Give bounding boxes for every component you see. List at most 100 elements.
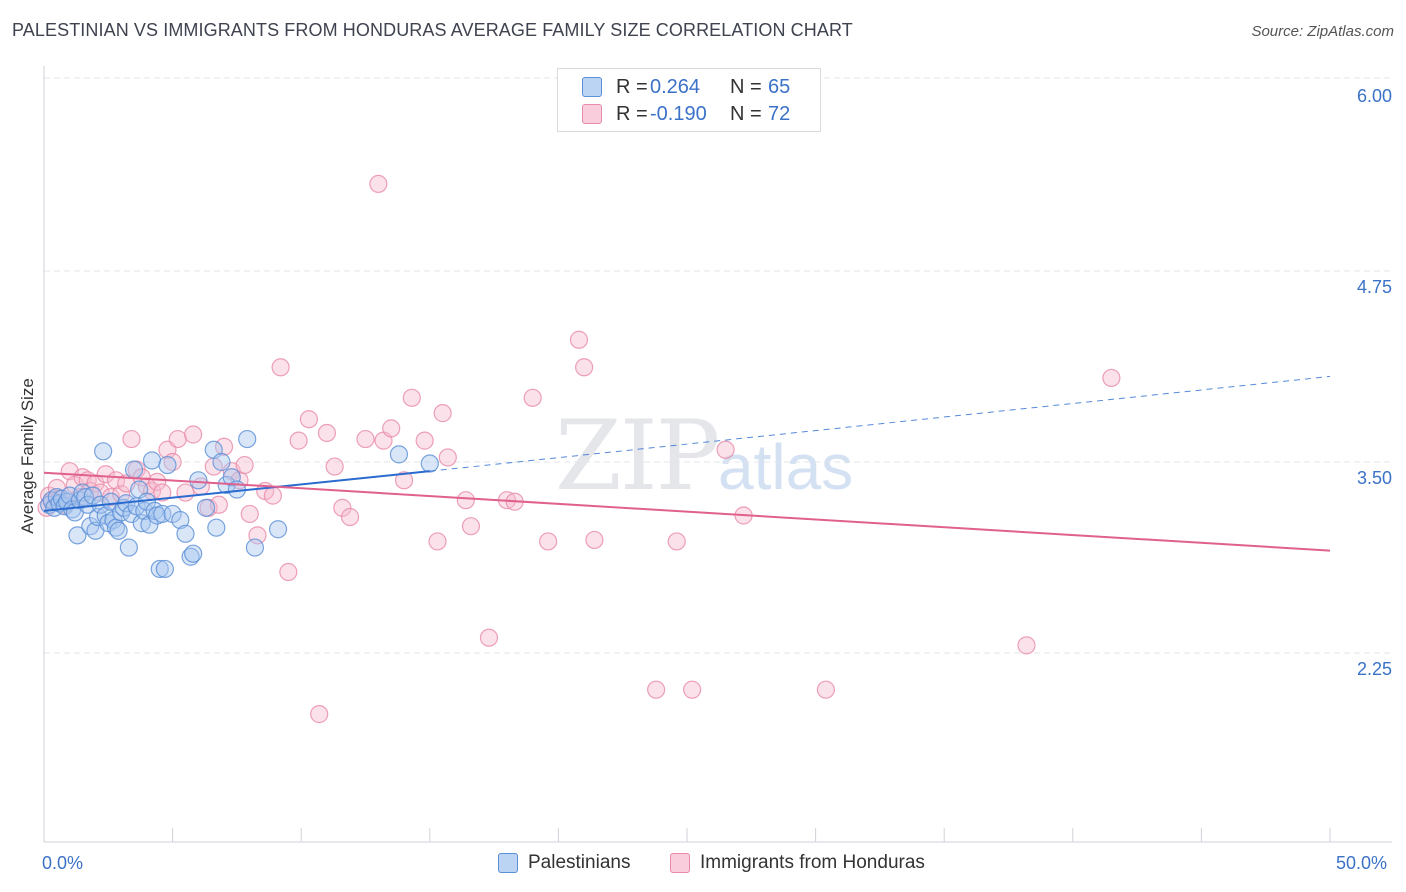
palestinian-point: [83, 486, 102, 505]
honduras-point: [240, 504, 259, 524]
correlation-legend: R = 0.264 N = 65 R = -0.190 N = 72: [557, 68, 821, 132]
series-legend-label: Palestinians: [528, 852, 631, 873]
palestinian-trend-extension: [429, 375, 1331, 472]
honduras-point: [214, 437, 234, 456]
palestinian-point: [207, 518, 226, 537]
palestinian-point: [420, 454, 439, 473]
y-tick-label: 2.25: [1356, 659, 1392, 679]
legend-row-palestinians: R = 0.264 N = 65: [582, 75, 790, 99]
legend-r-value: -0.190: [650, 102, 707, 125]
palestinian-point: [176, 524, 195, 543]
honduras-point: [299, 410, 319, 429]
honduras-point: [569, 330, 589, 349]
palestinian-point: [245, 538, 265, 557]
honduras-point: [101, 488, 120, 507]
honduras-point: [333, 498, 352, 517]
honduras-point: [575, 358, 594, 377]
honduras-point: [438, 448, 457, 467]
honduras-point: [585, 530, 604, 550]
honduras-point: [356, 429, 375, 449]
palestinian-point: [142, 451, 162, 470]
legend-r-label: R =: [616, 102, 648, 125]
honduras-point: [122, 429, 141, 449]
honduras-point: [1017, 636, 1036, 655]
palestinian-point: [155, 559, 174, 579]
palestinian-point: [124, 460, 144, 479]
palestinian-point: [268, 520, 288, 539]
honduras-point: [539, 532, 558, 551]
honduras-point: [523, 388, 542, 407]
honduras-point: [163, 452, 182, 472]
x-tick-label-max: 50.0%: [1336, 853, 1388, 873]
palestinian-point: [153, 504, 172, 524]
series-legend-label: Immigrants from Honduras: [700, 852, 925, 873]
honduras-point: [310, 705, 329, 724]
honduras-point: [176, 483, 195, 502]
palestinian-point: [109, 521, 128, 540]
legend-n-label: N =: [730, 75, 762, 98]
honduras-point: [263, 486, 283, 505]
y-tick-label: 4.75: [1356, 277, 1392, 297]
source-label: Source: ZipAtlas.com: [1251, 23, 1394, 40]
series-swatch-pink: [670, 853, 690, 873]
y-axis-label: Average Family Size: [18, 378, 37, 534]
palestinian-point: [196, 498, 216, 517]
honduras-point: [1102, 368, 1121, 388]
honduras-point: [271, 358, 290, 377]
honduras-point: [96, 465, 115, 484]
palestinian-point: [184, 544, 203, 563]
honduras-point: [456, 491, 475, 510]
legend-n-value: 72: [768, 102, 791, 125]
palestinian-point: [158, 455, 177, 475]
palestinian-point: [140, 515, 159, 534]
palestinian-point: [238, 429, 257, 449]
series-legend-honduras[interactable]: Immigrants from Honduras: [670, 852, 925, 874]
honduras-point: [415, 431, 434, 450]
honduras-point: [153, 483, 172, 502]
palestinian-point: [119, 538, 138, 557]
honduras-point: [683, 680, 702, 699]
honduras-trend-line: [43, 471, 1331, 552]
palestinian-point: [68, 526, 87, 545]
honduras-point: [340, 507, 360, 527]
palestinian-trend-line: [43, 470, 430, 512]
series-legend-palestinians[interactable]: Palestinians: [498, 852, 630, 874]
series-swatch-blue: [498, 853, 518, 873]
y-tick-label: 6.00: [1356, 86, 1392, 106]
palestinian-point: [389, 445, 409, 464]
honduras-point: [279, 562, 298, 582]
legend-row-honduras: R = -0.190 N = 72: [582, 102, 790, 126]
honduras-point: [289, 431, 308, 450]
honduras-point: [184, 425, 203, 444]
honduras-point: [428, 532, 447, 551]
honduras-point: [816, 680, 835, 699]
honduras-point: [148, 472, 167, 491]
watermark-atlas: atlas: [718, 431, 854, 503]
series-legend: Palestinians Immigrants from Honduras: [0, 852, 1406, 878]
honduras-point: [317, 423, 337, 443]
honduras-point: [168, 429, 187, 449]
honduras-point: [235, 455, 254, 475]
palestinian-point: [189, 471, 208, 490]
palestinian-point: [150, 559, 169, 579]
honduras-point: [402, 388, 421, 407]
honduras-point: [667, 532, 686, 551]
honduras-point: [325, 457, 344, 476]
honduras-point: [382, 419, 401, 438]
legend-r-label: R =: [616, 75, 648, 98]
palestinian-point: [171, 510, 190, 530]
x-tick-label-min: 0.0%: [42, 853, 84, 873]
palestinian-point: [212, 452, 231, 472]
honduras-point: [433, 404, 452, 423]
watermark-zip: ZIP: [555, 400, 720, 512]
legend-swatch-pink: [582, 104, 602, 124]
palestinian-point: [181, 547, 200, 566]
legend-swatch-blue: [582, 77, 602, 97]
honduras-point: [716, 440, 735, 459]
legend-r-value: 0.264: [650, 75, 701, 98]
chart-title: PALESTINIAN VS IMMIGRANTS FROM HONDURAS …: [12, 20, 853, 40]
palestinian-point: [94, 442, 113, 461]
honduras-point: [369, 174, 388, 194]
honduras-point: [461, 517, 481, 536]
